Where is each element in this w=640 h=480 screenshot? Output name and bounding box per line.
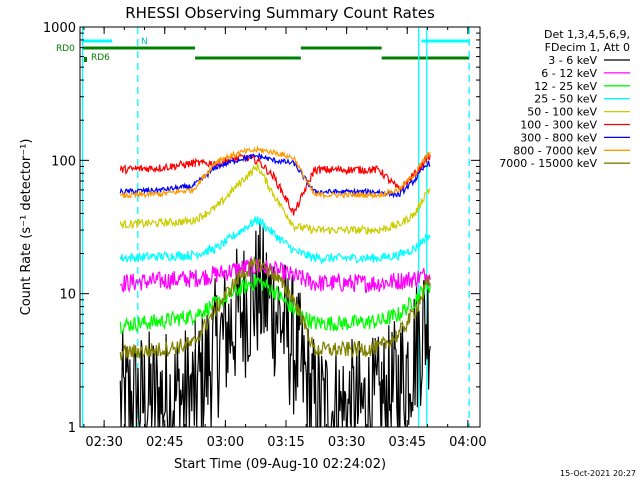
series-line-segment xyxy=(381,160,431,199)
legend-header-line-1: Det 1,3,4,5,6,9, xyxy=(544,28,630,41)
series-line-segment xyxy=(119,216,196,230)
series-line-segment xyxy=(119,180,196,195)
rd6-marker xyxy=(84,57,87,62)
flag-label-rd0: RD0 xyxy=(56,44,75,54)
series-line-segment xyxy=(119,249,196,263)
series-line-segment xyxy=(300,311,383,332)
series-300-800-kev xyxy=(119,152,431,199)
series-line-segment xyxy=(381,233,431,262)
series-line-segment xyxy=(300,314,383,359)
series-line-segment xyxy=(194,216,302,261)
legend-label-25-50-kev: 25 - 50 keV xyxy=(534,93,597,106)
legend-label-100-300-kev: 100 - 300 keV xyxy=(520,119,597,132)
vertical-lines xyxy=(81,27,470,427)
legend: Det 1,3,4,5,6,9, FDecim 1, Att 0 3 - 6 k… xyxy=(499,28,630,170)
flag-label-rd6: RD6 xyxy=(91,53,110,63)
series-12-25-kev xyxy=(119,274,431,334)
y-tick-label: 100 xyxy=(51,154,76,169)
legend-label-6-12-kev: 6 - 12 keV xyxy=(541,67,597,80)
y-tick-label: 1000 xyxy=(43,21,76,36)
y-axis-label: Count Rate (s⁻¹ detector⁻¹) xyxy=(19,139,34,316)
flag-layer xyxy=(82,39,470,62)
series-line-segment xyxy=(381,268,431,291)
series-25-50-kev xyxy=(119,216,431,265)
series-line-segment xyxy=(300,249,383,265)
series-line-segment xyxy=(381,151,431,197)
x-tick-label: 02:45 xyxy=(146,435,183,450)
series-line-segment xyxy=(300,223,383,235)
series-line-segment xyxy=(119,187,196,199)
flag-label-n: N xyxy=(141,37,148,47)
series-line-segment xyxy=(119,158,196,175)
series-line-segment xyxy=(381,279,431,325)
series-7000-15000-kev xyxy=(119,255,431,361)
x-tick-label: 04:00 xyxy=(449,435,486,450)
y-tick-label: 1 xyxy=(68,421,76,436)
series-line-segment xyxy=(300,170,383,197)
series-line-segment xyxy=(194,152,302,184)
series-line-segment xyxy=(194,255,302,344)
chart-title: RHESSI Observing Summary Count Rates xyxy=(125,4,435,22)
x-axis-label: Start Time (09-Aug-10 02:24:02) xyxy=(174,457,386,472)
series-line-segment xyxy=(300,168,383,200)
legend-label-50-100-kev: 50 - 100 keV xyxy=(527,106,597,119)
legend-label-300-800-kev: 300 - 800 keV xyxy=(520,131,597,144)
x-tick-label: 03:00 xyxy=(207,435,244,450)
series-line-segment xyxy=(381,188,431,232)
series-line-segment xyxy=(194,162,302,233)
series-line-segment xyxy=(119,270,196,293)
x-tick-label: 03:15 xyxy=(267,435,304,450)
series-line-segment xyxy=(119,335,196,361)
x-tick-label: 03:45 xyxy=(389,435,426,450)
series-layer xyxy=(119,144,431,428)
y-tick-label: 10 xyxy=(59,288,76,303)
series-50-100-kev xyxy=(119,162,431,235)
legend-header-line-2: FDecim 1, Att 0 xyxy=(545,41,630,54)
series-line-segment xyxy=(119,309,196,334)
footer-date: 15-Oct-2021 20:27 xyxy=(560,469,636,478)
series-line-segment xyxy=(300,313,383,428)
plot-frame xyxy=(79,26,481,428)
series-line-segment xyxy=(194,274,302,322)
series-800-7000-kev xyxy=(119,144,431,200)
series-line-segment xyxy=(300,164,383,198)
series-line-segment xyxy=(194,222,302,428)
series-line-segment xyxy=(300,270,383,294)
legend-label-7000-15000-kev: 7000 - 15000 keV xyxy=(499,157,597,170)
series-line-segment xyxy=(194,144,302,191)
axis-layer: 02:30 02:45 03:00 03:15 03:30 03:45 04:00 1 10 10… xyxy=(43,21,487,450)
series-line-segment xyxy=(381,278,431,428)
series-line-segment xyxy=(381,275,431,349)
legend-label-800-7000-kev: 800 - 7000 keV xyxy=(513,144,597,157)
legend-label-3-6-kev: 3 - 6 keV xyxy=(548,54,597,67)
legend-label-12-25-kev: 12 - 25 keV xyxy=(534,80,597,93)
x-tick-label: 03:30 xyxy=(328,435,365,450)
x-tick-label: 02:30 xyxy=(85,435,122,450)
